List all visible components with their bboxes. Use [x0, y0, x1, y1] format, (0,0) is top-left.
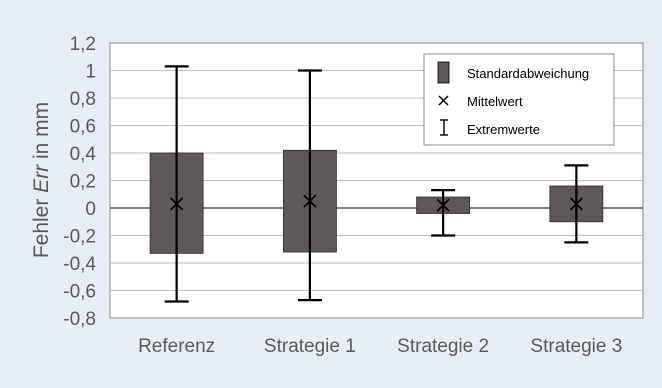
y-tick-label: -0,6	[63, 282, 96, 303]
y-tick-label: 0	[85, 199, 96, 220]
x-tick-label: Strategie 2	[397, 336, 489, 357]
legend-mean-x-icon	[438, 95, 449, 106]
legend-box	[423, 53, 615, 146]
y-tick-label: 0,2	[70, 172, 96, 193]
x-tick-label: Referenz	[138, 336, 215, 357]
x-tick-label: Strategie 1	[264, 336, 356, 357]
y-tick-labels: -0,8 -0,6 -0,4 -0,2 0 0,2 0,4 0,6 0,8 1 1,2	[63, 34, 96, 330]
y-tick-label: -0,2	[63, 227, 96, 248]
y-tick-label: 0,6	[70, 117, 96, 138]
mean-markers	[170, 194, 583, 212]
y-tick-label: 1	[85, 62, 96, 83]
mean-marker	[170, 197, 184, 211]
y-tick-label: 0,8	[70, 89, 96, 110]
y-axis-label-variable: Err	[30, 164, 53, 193]
mean-marker	[569, 197, 583, 211]
legend-mean-label: Mittelwert	[467, 94, 523, 109]
y-axis-label-suffix: in mm	[30, 102, 53, 165]
legend-extreme-label: Extremwerte	[467, 122, 540, 137]
y-axis-label: Fehler Err in mm	[30, 102, 53, 258]
y-tick-label: 0,4	[70, 144, 97, 165]
y-axis-label-prefix: Fehler	[30, 193, 53, 258]
legend: Standardabweichung Mittelwert Extremwert…	[423, 53, 615, 146]
legend-std-label: Standardabweichung	[467, 66, 589, 81]
x-tick-labels: Referenz Strategie 1 Strategie 2 Strategie …	[138, 336, 622, 357]
y-tick-label: -0,8	[63, 309, 96, 330]
legend-std-swatch	[437, 61, 450, 84]
y-tick-label: 1,2	[70, 34, 96, 55]
y-tick-label: -0,4	[63, 254, 96, 275]
legend-extreme-ibeam-icon	[440, 119, 448, 136]
mean-marker	[436, 198, 450, 212]
x-tick-label: Strategie 3	[530, 336, 622, 357]
mean-marker	[303, 194, 317, 208]
